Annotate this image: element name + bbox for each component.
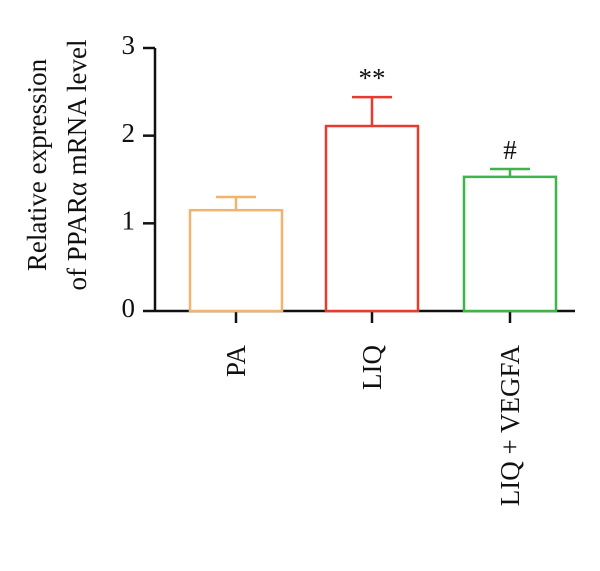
annotation: ** <box>359 63 386 93</box>
bar <box>324 124 420 313</box>
y-tick-label: 1 <box>122 206 136 236</box>
annotation: # <box>503 135 517 165</box>
x-tick-label-group: LIQ + VEGFA <box>495 345 525 507</box>
bar <box>462 175 558 313</box>
x-tick-label: PA <box>221 345 251 378</box>
y-tick-label: 2 <box>122 118 136 148</box>
y-label-line: Relative expression <box>22 58 52 271</box>
y-tick-label: 0 <box>122 293 136 323</box>
x-tick-label-group: LIQ <box>357 345 387 390</box>
y-label-line: of PPARα mRNA level <box>62 40 92 291</box>
x-tick-label: LIQ + VEGFA <box>495 345 525 507</box>
x-tick-label-group: PA <box>221 345 251 378</box>
y-label: Relative expression of PPARα mRNA level <box>22 40 92 291</box>
bar <box>188 208 284 313</box>
y-tick-label: 3 <box>122 30 136 60</box>
x-tick-label: LIQ <box>357 345 387 390</box>
